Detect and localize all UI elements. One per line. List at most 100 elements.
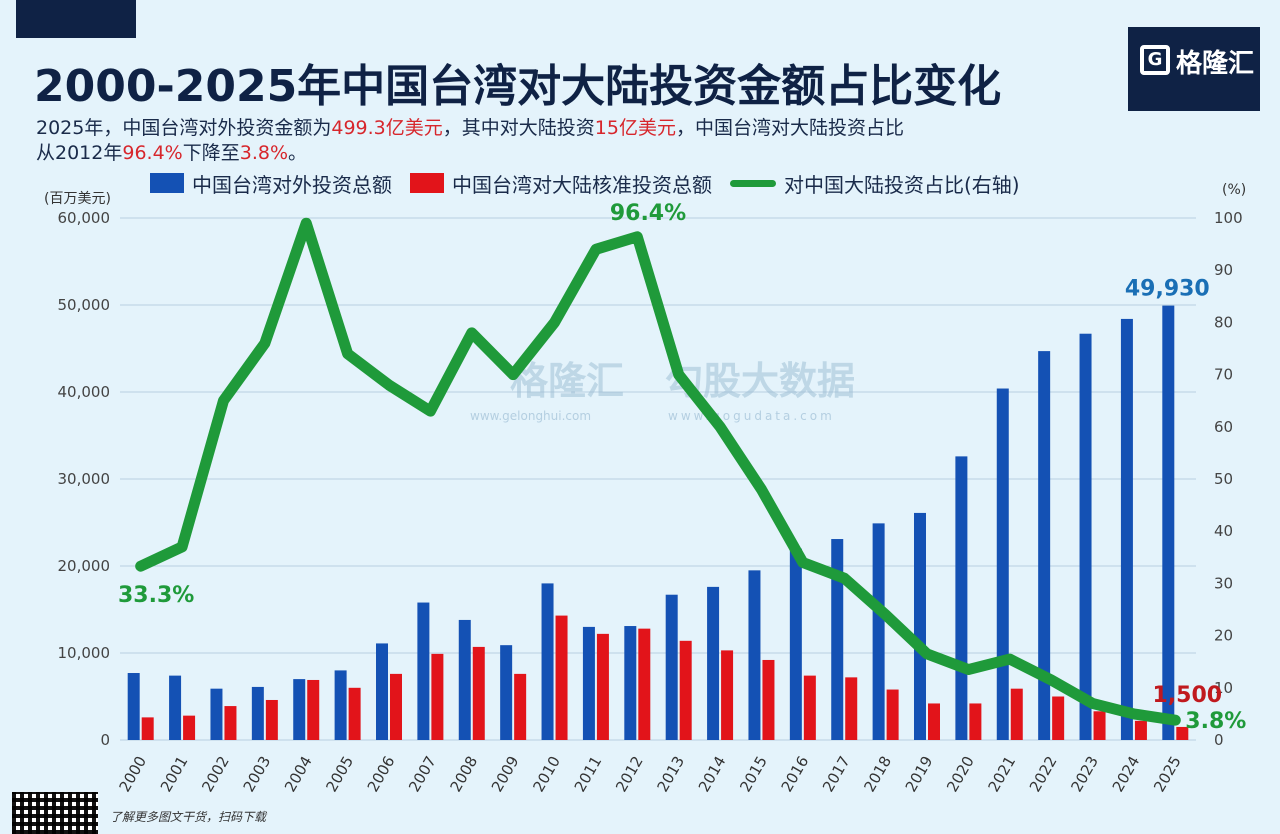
subtitle-text: 从2012年 xyxy=(36,142,123,164)
brand-logo: G 格隆汇 xyxy=(1128,27,1260,111)
subtitle-highlight: 3.8% xyxy=(239,142,289,164)
bar-mainland xyxy=(348,687,361,740)
y-right-tick-label: 10 xyxy=(1214,679,1233,697)
line-point xyxy=(551,319,558,326)
watermark-brand2-url: www.gogudata.com xyxy=(668,409,835,423)
y-left-tick-label: 60,000 xyxy=(58,209,111,227)
line-point xyxy=(386,382,392,389)
bar-outbound xyxy=(334,670,347,740)
x-tick-label: 2013 xyxy=(653,753,688,795)
chart-subtitle: 2025年，中国台湾对外投资金额为499.3亿美元，其中对大陆投资15亿美元，中… xyxy=(36,116,1116,166)
bar-outbound xyxy=(127,673,140,740)
bar-mainland xyxy=(1176,726,1189,740)
bar-outbound xyxy=(955,456,968,740)
watermark-brand-url: www.gelonghui.com xyxy=(470,409,591,423)
bar-mainland xyxy=(803,675,816,740)
y-right-tick-label: 100 xyxy=(1214,209,1243,227)
top-bar xyxy=(16,0,136,38)
bar-mainland xyxy=(307,679,320,740)
bar-mainland xyxy=(928,703,940,740)
x-tick-label: 2017 xyxy=(819,753,854,795)
bar-mainland xyxy=(1134,720,1147,740)
line-point xyxy=(220,397,227,404)
bar-mainland xyxy=(224,706,237,740)
bar-outbound xyxy=(914,512,926,740)
legend-label: 中国台湾对外投资总额 xyxy=(192,172,392,197)
bar-mainland xyxy=(431,653,444,740)
legend-swatch-red xyxy=(410,173,444,193)
y-left-tick-label: 50,000 xyxy=(58,296,111,314)
logo-mark-icon: G xyxy=(1140,45,1170,75)
x-tick-label: 2007 xyxy=(405,753,440,795)
line-point xyxy=(137,563,144,570)
bar-mainland xyxy=(1093,711,1106,740)
x-tick-label: 2006 xyxy=(364,753,399,795)
bar-outbound xyxy=(748,570,761,740)
bar-mainland xyxy=(762,659,775,740)
annotation-label: 96.4% xyxy=(610,201,686,226)
line-point xyxy=(427,408,434,415)
line-point xyxy=(965,666,972,673)
line-point xyxy=(468,329,475,336)
x-tick-label: 2008 xyxy=(447,753,482,795)
legend-swatch-blue xyxy=(150,173,184,193)
line-point xyxy=(261,340,268,347)
x-tick-label: 2002 xyxy=(198,753,233,795)
bar-outbound xyxy=(293,679,306,740)
bar-outbound xyxy=(251,686,264,740)
line-point xyxy=(841,575,848,582)
bar-outbound xyxy=(500,645,513,740)
x-tick-label: 2005 xyxy=(322,753,357,795)
x-tick-label: 2015 xyxy=(736,753,771,795)
line-point xyxy=(179,543,186,550)
y-right-tick-label: 30 xyxy=(1214,574,1233,592)
subtitle-highlight: 499.3亿美元 xyxy=(331,117,443,139)
bar-mainland xyxy=(679,640,692,740)
bar-outbound xyxy=(996,388,1009,740)
bar-mainland xyxy=(1010,688,1023,740)
x-tick-label: 2019 xyxy=(902,753,937,795)
y-right-tick-label: 90 xyxy=(1214,261,1233,279)
line-point xyxy=(717,423,724,430)
line-point xyxy=(924,650,930,657)
bar-outbound xyxy=(376,643,388,740)
bar-mainland xyxy=(141,717,154,740)
x-tick-label: 2016 xyxy=(778,753,813,795)
subtitle-highlight: 96.4% xyxy=(122,142,183,164)
x-tick-label: 2014 xyxy=(695,753,730,795)
page-title: 2000-2025年中国台湾对大陆投资金额占比变化 xyxy=(34,61,1002,112)
bar-outbound xyxy=(1120,318,1133,740)
bar-outbound xyxy=(541,583,554,740)
bar-outbound xyxy=(582,626,595,740)
bar-outbound xyxy=(665,594,678,740)
right-axis-unit: (%) xyxy=(1222,182,1247,198)
annotation-label: 3.8% xyxy=(1185,709,1246,734)
x-tick-label: 2024 xyxy=(1109,753,1144,795)
legend-swatch-line xyxy=(730,179,776,187)
qr-code-icon xyxy=(12,792,98,834)
x-tick-label: 2000 xyxy=(115,753,150,795)
x-tick-label: 2001 xyxy=(157,753,192,795)
line-point xyxy=(592,246,599,253)
footer-note: 了解更多图文干货，扫码下载 xyxy=(110,810,267,824)
y-right-tick-label: 40 xyxy=(1214,522,1233,540)
line-point xyxy=(344,350,351,357)
x-tick-label: 2025 xyxy=(1150,753,1185,795)
bar-outbound xyxy=(831,539,844,740)
line-point xyxy=(1130,710,1137,717)
x-tick-label: 2004 xyxy=(281,753,316,795)
watermark-brand: 格隆汇 xyxy=(510,359,624,403)
bar-mainland xyxy=(514,673,527,740)
bar-outbound xyxy=(1038,351,1051,740)
subtitle-text: 2025年，中国台湾对外投资金额为 xyxy=(36,117,332,139)
line-point xyxy=(634,233,641,240)
bar-mainland xyxy=(596,633,609,740)
x-tick-label: 2010 xyxy=(529,753,564,795)
y-right-tick-label: 50 xyxy=(1214,470,1233,488)
y-right-tick-label: 70 xyxy=(1214,366,1233,384)
bar-mainland xyxy=(555,615,568,740)
y-left-tick-label: 10,000 xyxy=(58,644,111,662)
chart-legend: 中国台湾对外投资总额 中国台湾对大陆核准投资总额 对中国大陆投资占比(右轴) xyxy=(150,170,1038,197)
bar-mainland xyxy=(845,677,858,740)
